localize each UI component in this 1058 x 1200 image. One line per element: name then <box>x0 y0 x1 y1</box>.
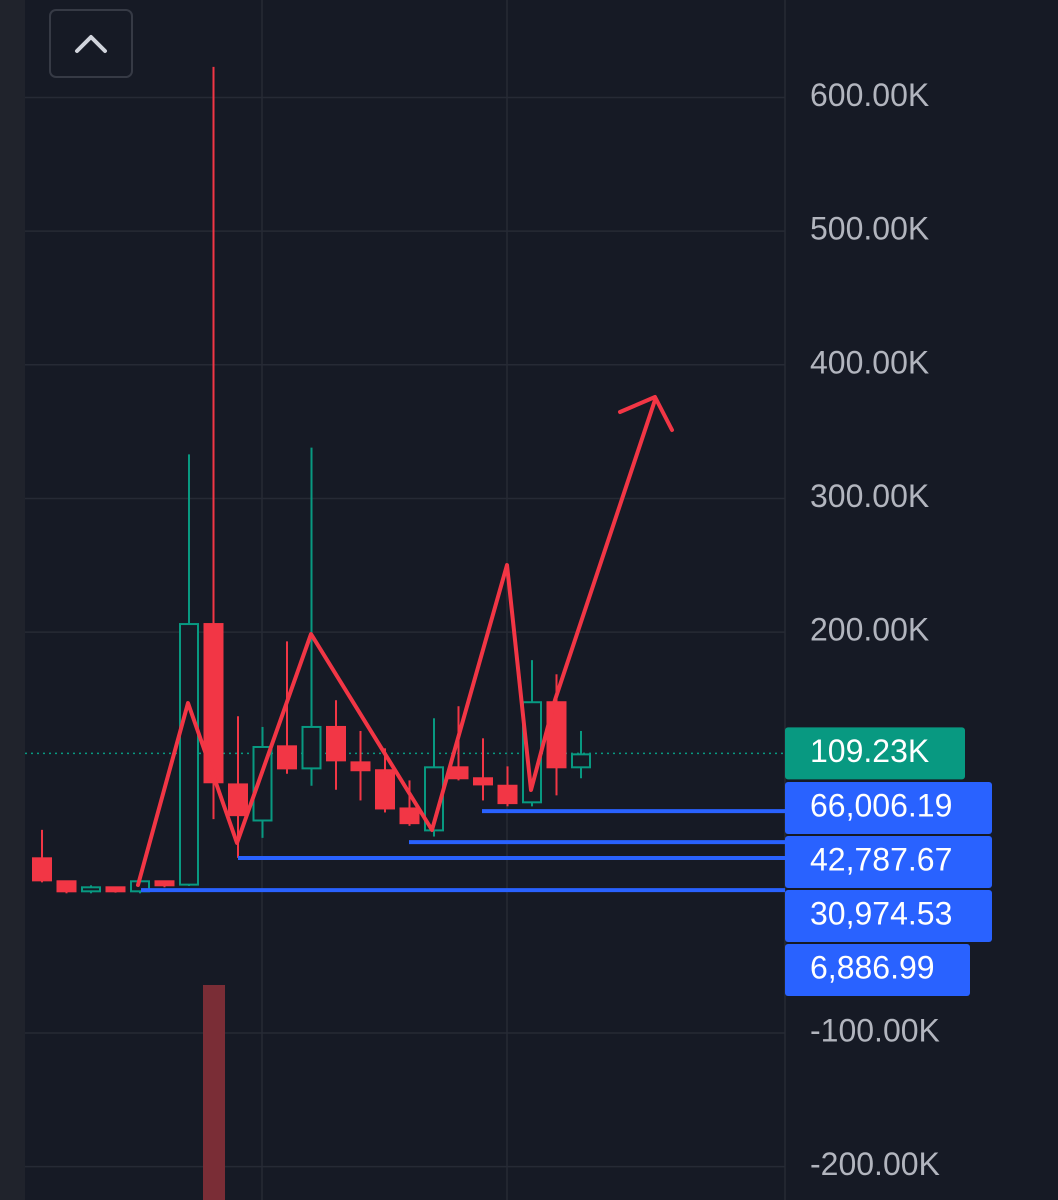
candle-body <box>424 766 444 832</box>
candles <box>32 66 591 894</box>
button-frame[interactable] <box>49 9 133 78</box>
price-line-label: 42,787.67 <box>810 841 952 877</box>
price-line-label: 30,974.53 <box>810 895 952 931</box>
y-tick-label: 300.00K <box>810 478 929 514</box>
last-price-label: 109.23K <box>810 733 929 769</box>
price-line-label: 66,006.19 <box>810 787 952 823</box>
y-tick-label: -200.00K <box>810 1146 940 1182</box>
y-tick-label: 400.00K <box>810 344 929 380</box>
y-tick-label: 500.00K <box>810 211 929 247</box>
candle-body <box>179 623 199 886</box>
drawn-zigzag <box>136 398 657 887</box>
candle-body <box>154 880 175 887</box>
price-line-box <box>785 890 992 942</box>
candle-body <box>277 745 297 770</box>
y-tick-label: 600.00K <box>810 77 929 113</box>
candle-body <box>497 784 518 805</box>
y-tick-label: 200.00K <box>810 612 929 648</box>
candle-body <box>56 880 77 893</box>
price-line-box <box>785 782 992 834</box>
candle-body <box>81 886 101 893</box>
candle-body <box>448 766 469 780</box>
candle-body <box>399 807 420 825</box>
candle-body <box>375 769 395 810</box>
price-line-box <box>785 836 992 888</box>
candle-body <box>228 783 248 817</box>
candle-body <box>473 777 493 786</box>
price-lines <box>141 809 785 893</box>
candle-body <box>326 725 346 762</box>
candle-body <box>350 761 371 772</box>
volume-bar <box>203 985 225 1200</box>
drawn-arrowhead <box>618 395 674 432</box>
candle-body <box>203 623 224 784</box>
side-strip <box>0 0 25 1200</box>
grid <box>25 96 785 1168</box>
y-tick-label: -100.00K <box>810 1012 940 1048</box>
axis-labels: 600.00K 500.00K 400.00K 300.00K 200.00K -100.… <box>785 77 992 1182</box>
candle-body <box>301 725 322 770</box>
candle-body <box>32 857 52 882</box>
candle-body <box>252 745 273 822</box>
candle-body <box>571 753 591 769</box>
chevron-up-icon[interactable] <box>75 35 107 53</box>
last-price-box <box>785 727 965 780</box>
candle-body <box>105 886 126 893</box>
collapse-button[interactable] <box>49 9 133 78</box>
price-line-label: 6,886.99 <box>810 949 935 985</box>
price-line-box <box>785 944 970 996</box>
